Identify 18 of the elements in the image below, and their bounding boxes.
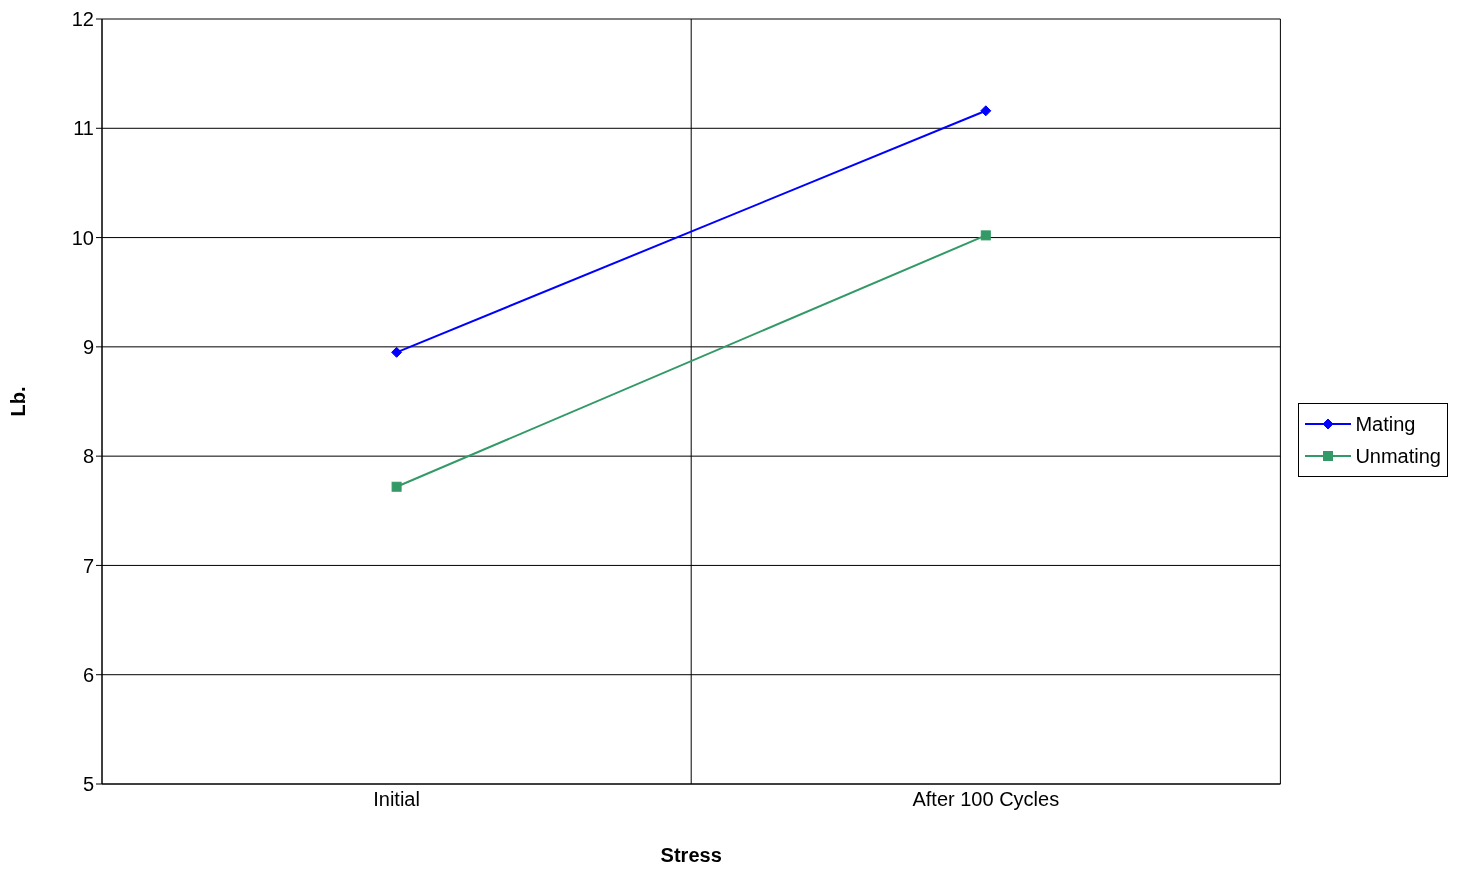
y-tick-label: 11 [73, 117, 94, 140]
point [980, 230, 991, 241]
x-tick-label: After 100 Cycles [912, 788, 1060, 811]
legend-label: Mating [1355, 412, 1416, 436]
y-tick-label: 10 [71, 226, 94, 249]
x-axis-title: Stress [660, 844, 722, 866]
x-tick-label: Initial [373, 788, 420, 811]
y-tick-label: 8 [82, 445, 94, 468]
y-tick-label: 12 [71, 8, 94, 31]
point [391, 346, 403, 358]
legend-label: Unmating [1355, 444, 1441, 468]
point [980, 105, 992, 117]
point [391, 481, 402, 492]
y-axis-title: Lb. [7, 386, 30, 417]
y-tick-label: 5 [82, 773, 94, 796]
y-tick-label: 7 [82, 554, 94, 577]
y-tick-label: 6 [82, 663, 94, 686]
y-tick-label: 9 [82, 335, 94, 358]
